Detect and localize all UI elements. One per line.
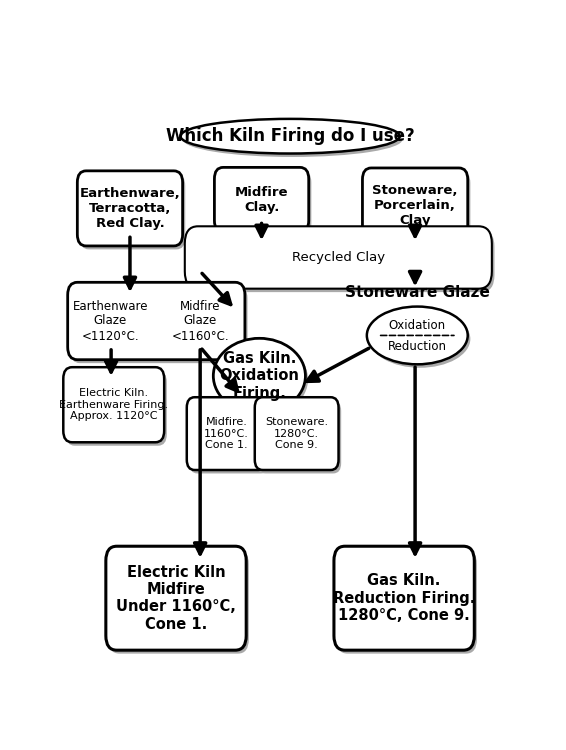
Ellipse shape — [213, 338, 306, 413]
Text: Midfire.
1160°C.
Cone 1.: Midfire. 1160°C. Cone 1. — [204, 417, 249, 450]
Text: Electric Kiln.
Earthenware Firing.
Approx. 1120°C: Electric Kiln. Earthenware Firing. Appro… — [59, 388, 168, 422]
Text: Stoneware.
1280°C.
Cone 9.: Stoneware. 1280°C. Cone 9. — [265, 417, 328, 450]
Ellipse shape — [367, 307, 468, 364]
Text: Earthenware,
Terracotta,
Red Clay.: Earthenware, Terracotta, Red Clay. — [80, 187, 181, 230]
FancyBboxPatch shape — [365, 172, 470, 247]
Text: Recycled Clay: Recycled Clay — [291, 251, 385, 264]
FancyBboxPatch shape — [187, 230, 495, 292]
FancyBboxPatch shape — [70, 286, 247, 363]
FancyBboxPatch shape — [106, 546, 246, 650]
FancyBboxPatch shape — [185, 226, 492, 289]
Ellipse shape — [181, 118, 400, 154]
FancyBboxPatch shape — [215, 167, 308, 232]
FancyBboxPatch shape — [109, 550, 249, 654]
Text: Which Kiln Firing do I use?: Which Kiln Firing do I use? — [166, 128, 414, 146]
Text: Stoneware Glaze: Stoneware Glaze — [345, 285, 490, 299]
FancyBboxPatch shape — [217, 171, 311, 236]
FancyBboxPatch shape — [334, 546, 474, 650]
Text: Midfire
Glaze
<1160°C.: Midfire Glaze <1160°C. — [171, 299, 229, 343]
Text: Midfire
Clay.: Midfire Clay. — [235, 186, 288, 214]
FancyBboxPatch shape — [78, 171, 183, 246]
Text: Earthenware
Glaze
<1120°C.: Earthenware Glaze <1120°C. — [72, 299, 148, 343]
Ellipse shape — [183, 122, 402, 157]
FancyBboxPatch shape — [80, 174, 185, 250]
FancyBboxPatch shape — [190, 400, 269, 473]
Text: Gas Kiln.
Reduction Firing.
1280°C, Cone 9.: Gas Kiln. Reduction Firing. 1280°C, Cone… — [333, 573, 475, 623]
Ellipse shape — [216, 342, 308, 417]
FancyBboxPatch shape — [258, 400, 341, 473]
Text: Stoneware,
Porcerlain,
Clay: Stoneware, Porcerlain, Clay — [372, 184, 458, 227]
FancyBboxPatch shape — [255, 398, 338, 470]
FancyBboxPatch shape — [187, 398, 266, 470]
FancyBboxPatch shape — [362, 168, 468, 243]
Text: Oxidation: Oxidation — [389, 319, 446, 332]
FancyBboxPatch shape — [63, 368, 164, 442]
FancyBboxPatch shape — [66, 370, 167, 446]
Text: Gas Kiln.
Oxidation
Firing.: Gas Kiln. Oxidation Firing. — [220, 351, 299, 400]
FancyBboxPatch shape — [337, 550, 477, 654]
Text: Reduction: Reduction — [388, 340, 447, 353]
Text: Electric Kiln
Midfire
Under 1160°C,
Cone 1.: Electric Kiln Midfire Under 1160°C, Cone… — [116, 565, 236, 632]
FancyBboxPatch shape — [68, 282, 245, 360]
Ellipse shape — [370, 310, 470, 368]
